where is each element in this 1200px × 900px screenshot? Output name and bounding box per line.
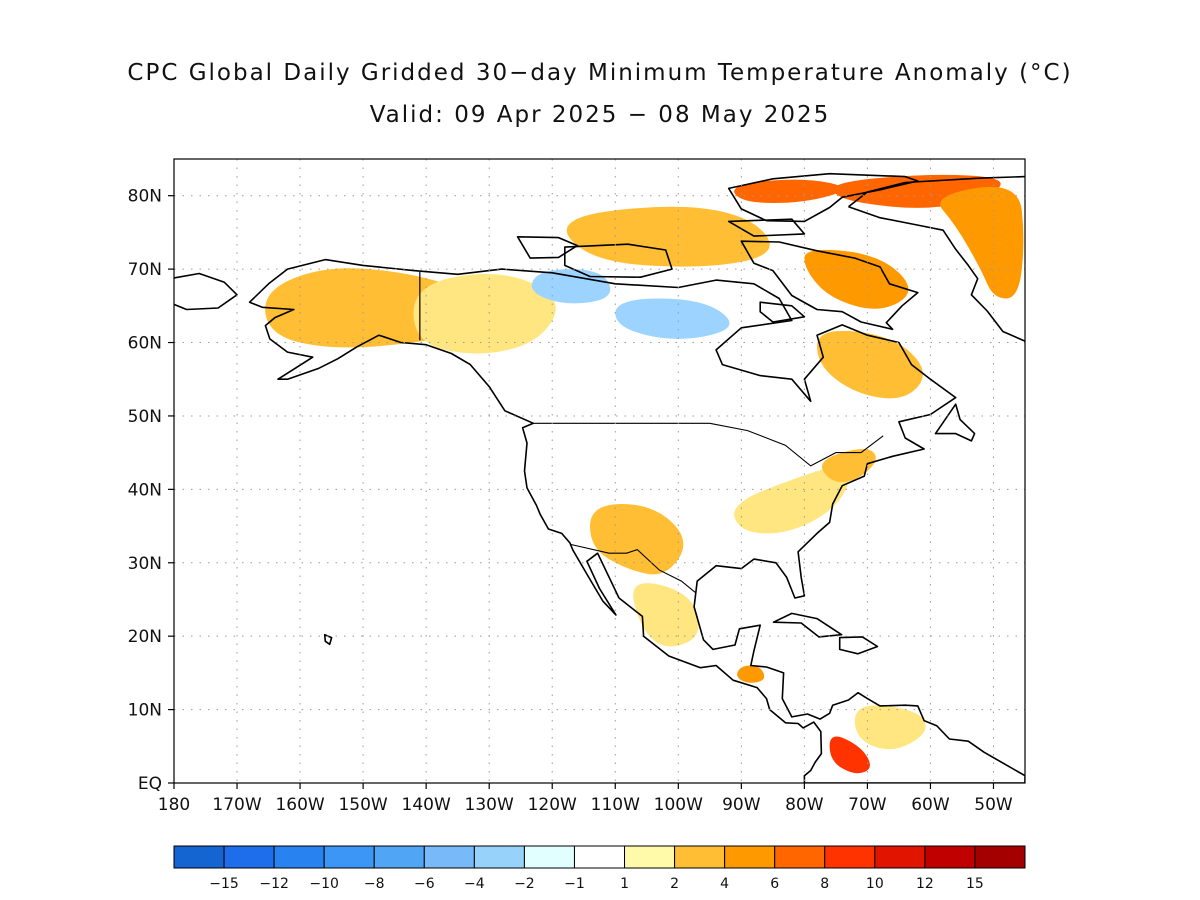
lon-tick-label: 60W [911,795,950,815]
colorbar-swatch [624,845,676,869]
greenland-west-coastline [848,205,1025,342]
nw-territories-cool-region [531,269,611,304]
ellesmere-coastline [727,172,919,223]
anomaly-shading [265,174,1024,774]
colorbar-label: −2 [514,876,535,892]
colorbar-swatch [924,845,976,869]
lat-tick-label: 50N [128,407,162,427]
map-frame [173,158,1026,784]
colorbar-swatch [423,845,475,869]
colorbar-swatch [373,845,425,869]
lon-tick-label: 180 [158,795,190,815]
colorbar-label: 2 [670,876,679,892]
colorbar-swatch [824,845,876,869]
lon-tick-label: 90W [722,795,761,815]
southwest-us-warm-region [590,504,684,575]
chart-subtitle: Valid: 09 Apr 2025 − 08 May 2025 [369,102,831,128]
longitude-axis: 180 170W 160W 150W 140W 130W 120W 110W 100W 90W 80… [158,783,1013,815]
devon-island-coastline [727,218,806,237]
newfoundland-coastline [934,403,976,442]
lat-tick-label: 80N [128,187,162,207]
colorbar-swatch [223,845,275,869]
colorbar-swatch [323,845,375,869]
lat-tick-label: 60N [128,334,162,354]
colorbar-label: −12 [259,876,289,892]
lon-tick-label: 130W [465,795,514,815]
colorbar-swatch [573,845,626,869]
colorbar-label: −10 [309,876,339,892]
colorbar-label: 6 [770,876,779,892]
colorbar-label: 12 [916,876,934,892]
lon-tick-label: 150W [338,795,387,815]
baffin-warm-region [804,249,909,309]
lat-tick-label: 30N [128,554,162,574]
yukon-warm-region [413,274,556,354]
colorbar-label: 10 [866,876,884,892]
victoria-island-coastline [564,243,673,278]
north-america-coastline [248,258,1025,783]
greenland-east-warm-region [940,186,1024,299]
banks-island-coastline [516,236,579,259]
greenland-coastline [848,175,1025,208]
lat-tick-label: 40N [128,480,162,500]
graticule [174,159,1025,783]
hawaii-coastline [323,633,333,646]
coastlines [174,172,1025,783]
colorbar-swatch [974,845,1026,869]
chart-title: CPC Global Daily Gridded 30−day Minimum … [127,60,1073,86]
colorbar-label: 4 [720,876,729,892]
lon-tick-label: 120W [528,795,577,815]
ellesmere-warm-region [734,179,843,203]
colorbar-swatch [874,845,926,869]
lon-tick-label: 110W [591,795,640,815]
latitude-axis: 80N 70N 60N 50N 40N 30N 20N 10N EQ [128,187,174,794]
central-america-warm-region [737,665,765,683]
lat-tick-label: EQ [138,774,162,794]
cuba-coastline [772,612,843,638]
colorbar-swatch [774,845,826,869]
arctic-archipelago-warm-region [566,206,770,267]
colorbar: −15 −12 −10 −8 −6 −4 −2 −1 1 2 4 6 8 10 12 15 [173,845,1026,892]
hispaniola-coastline [838,636,879,655]
colorbar-swatch [173,845,225,869]
colorbar-label: 15 [966,876,984,892]
venezuela-warm-region [854,705,926,750]
lat-tick-label: 10N [128,701,162,721]
lon-tick-label: 160W [275,795,324,815]
colorbar-label: −1 [564,876,585,892]
colorbar-swatch [273,845,325,869]
hudson-bay-area-cool-region [615,298,730,339]
lon-tick-label: 140W [402,795,451,815]
new-england-warm-region [822,448,876,482]
us-mexico-border [570,543,697,594]
colorbar-label: −15 [209,876,239,892]
us-canada-border [533,422,884,467]
eastern-us-warm-region [734,465,850,534]
quebec-labrador-warm-region [817,330,923,399]
colorbar-swatch [724,845,776,869]
mexico-warm-region [633,583,699,647]
lat-tick-label: 20N [128,627,162,647]
colorbar-swatch [523,845,575,869]
lon-tick-label: 170W [212,795,261,815]
lon-tick-label: 100W [654,795,703,815]
colorbar-swatch [473,845,525,869]
baffin-island-coastline [740,240,919,331]
colombia-hot-region [829,736,870,774]
lat-tick-label: 70N [128,260,162,280]
colorbar-label: −8 [364,876,385,892]
lon-tick-label: 50W [974,795,1013,815]
colorbar-label: −6 [414,876,435,892]
southampton-coastline [759,301,806,323]
colorbar-swatch [674,845,726,869]
lon-tick-label: 70W [848,795,887,815]
colorbar-label: 1 [620,876,629,892]
chukotka-coastline [174,272,238,311]
lon-tick-label: 80W [785,795,824,815]
colorbar-label: 8 [820,876,829,892]
colorbar-label: −4 [464,876,485,892]
